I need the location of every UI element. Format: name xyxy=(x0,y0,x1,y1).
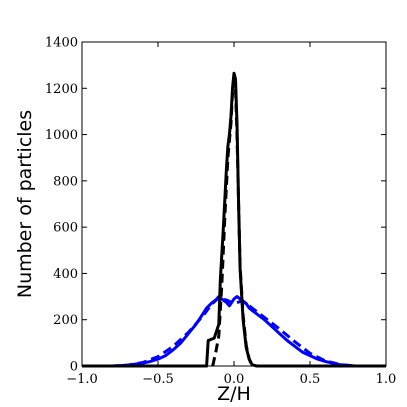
y-axis-label: Number of particles xyxy=(14,110,36,298)
x-axis-label: Z/H xyxy=(217,383,251,405)
plot-lines xyxy=(82,71,386,368)
y-tick-label: 1200 xyxy=(45,82,78,97)
y-tick-label: 1000 xyxy=(45,128,78,143)
y-tick-label: 400 xyxy=(53,267,78,282)
axis-ticks: −1.0 −0.5 0.0 0.5 1.0 0 200 400 600 800 1000 1200 14… xyxy=(45,36,396,388)
series-line-4 xyxy=(211,79,254,367)
series-line-1 xyxy=(82,295,386,368)
x-tick-label: 0.0 xyxy=(224,372,245,387)
x-tick-label: 1.0 xyxy=(376,372,397,387)
y-tick-label: 200 xyxy=(53,313,78,328)
y-tick-label: 800 xyxy=(53,174,78,189)
y-tick-label: 600 xyxy=(53,221,78,236)
y-tick-label: 1400 xyxy=(45,36,78,51)
series-line-2 xyxy=(82,296,386,368)
x-tick-label: 0.5 xyxy=(300,372,321,387)
x-tick-label: −1.0 xyxy=(66,372,98,387)
plot-frame xyxy=(81,41,387,367)
series-line-3 xyxy=(82,71,386,368)
y-tick-label: 0 xyxy=(70,360,78,375)
x-tick-label: −0.5 xyxy=(142,372,174,387)
